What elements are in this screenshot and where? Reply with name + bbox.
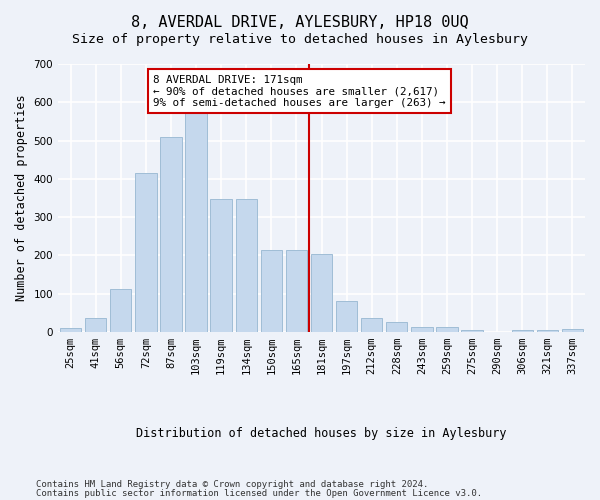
Bar xyxy=(411,327,433,332)
Bar xyxy=(461,330,483,332)
Bar xyxy=(260,250,282,332)
Bar xyxy=(536,330,558,332)
Bar xyxy=(85,318,106,332)
Bar xyxy=(311,254,332,332)
Text: Size of property relative to detached houses in Aylesbury: Size of property relative to detached ho… xyxy=(72,32,528,46)
Text: Contains HM Land Registry data © Crown copyright and database right 2024.: Contains HM Land Registry data © Crown c… xyxy=(36,480,428,489)
Bar xyxy=(160,138,182,332)
Bar xyxy=(185,110,207,332)
Bar xyxy=(361,318,382,332)
Bar xyxy=(436,327,458,332)
Bar xyxy=(512,330,533,332)
Text: Contains public sector information licensed under the Open Government Licence v3: Contains public sector information licen… xyxy=(36,489,482,498)
Bar xyxy=(135,173,157,332)
Bar xyxy=(60,328,81,332)
Text: 8, AVERDAL DRIVE, AYLESBURY, HP18 0UQ: 8, AVERDAL DRIVE, AYLESBURY, HP18 0UQ xyxy=(131,15,469,30)
Bar xyxy=(336,301,357,332)
X-axis label: Distribution of detached houses by size in Aylesbury: Distribution of detached houses by size … xyxy=(136,427,507,440)
Bar xyxy=(236,199,257,332)
Y-axis label: Number of detached properties: Number of detached properties xyxy=(15,94,28,301)
Text: 8 AVERDAL DRIVE: 171sqm
← 90% of detached houses are smaller (2,617)
9% of semi-: 8 AVERDAL DRIVE: 171sqm ← 90% of detache… xyxy=(154,74,446,108)
Bar xyxy=(211,198,232,332)
Bar xyxy=(562,329,583,332)
Bar xyxy=(386,322,407,332)
Bar xyxy=(286,250,307,332)
Bar xyxy=(110,288,131,332)
